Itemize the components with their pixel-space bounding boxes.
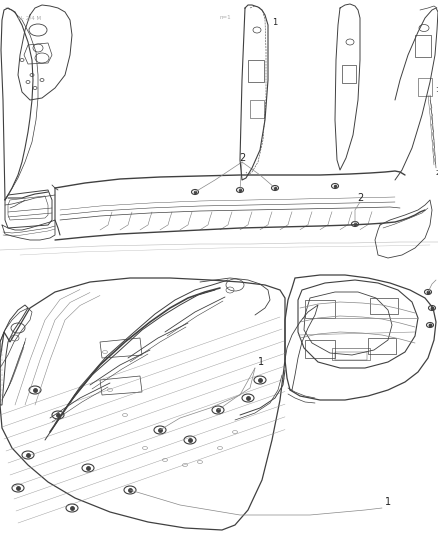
Text: 1: 1: [258, 357, 264, 367]
Text: 2: 2: [436, 170, 438, 176]
Bar: [332, 348, 370, 360]
Text: 1: 1: [435, 87, 438, 93]
Text: 1: 1: [272, 18, 277, 27]
Text: N- 2/4 M: N- 2/4 M: [18, 15, 41, 20]
Bar: [370, 298, 398, 314]
Bar: [342, 65, 356, 83]
Text: 2: 2: [239, 153, 245, 163]
Bar: [305, 300, 335, 318]
Bar: [250, 100, 264, 118]
Text: 2: 2: [357, 193, 363, 203]
Text: 1: 1: [385, 497, 391, 507]
Text: 2: 2: [437, 270, 438, 280]
Bar: [418, 78, 432, 96]
Bar: [368, 338, 396, 354]
Bar: [415, 35, 431, 57]
Bar: [335, 352, 367, 360]
Bar: [305, 340, 335, 358]
Text: n=1: n=1: [220, 15, 232, 20]
Bar: [248, 60, 264, 82]
